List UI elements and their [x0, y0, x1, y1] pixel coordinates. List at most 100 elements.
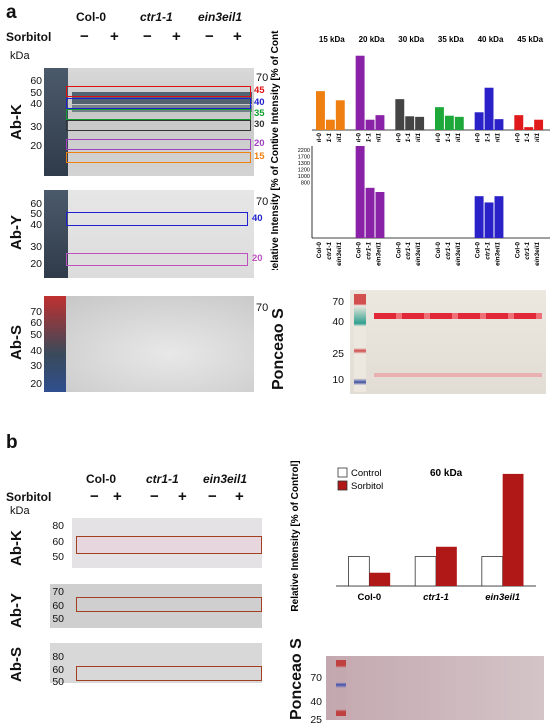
treatment-sign: −: [208, 488, 217, 505]
group-label: 35 kDa: [438, 35, 464, 44]
treatment-sign: −: [80, 28, 89, 45]
band-label-20-y: 20: [252, 253, 263, 264]
mw-marker: 60: [52, 536, 64, 548]
legend-swatch: [337, 467, 348, 478]
y-axis-label: Relative Intensity [% of Control]: [290, 460, 301, 611]
treatment-sign: +: [178, 488, 187, 505]
ab-k-label-b: Ab-K: [8, 530, 25, 566]
category-label: ctr1-1: [445, 133, 452, 142]
category-label: ein3eil1: [494, 242, 501, 266]
band-label: 30: [254, 119, 265, 130]
mw-marker: 20: [30, 258, 42, 270]
ladder-lane: [44, 68, 68, 176]
y-tick-label: 1300: [298, 161, 310, 167]
band-box: [66, 109, 251, 120]
chart-60kda: Relative Intensity [% of Control] 60 kDa C…: [290, 460, 536, 612]
bar: [414, 556, 437, 587]
category-label: Col-0: [514, 242, 521, 259]
treatment-sign: +: [110, 28, 119, 45]
mw-marker: 60: [30, 198, 42, 210]
legend-label: Sorbitol: [351, 481, 383, 492]
mw-marker: 30: [30, 121, 42, 133]
band-label: 15: [254, 151, 265, 162]
mw-marker: 30: [30, 360, 42, 372]
mw-marker: 80: [52, 651, 64, 663]
category-label: ctr1-1: [405, 242, 412, 260]
group-label: 15 kDa: [319, 35, 345, 44]
category-label: ctr1-1: [445, 242, 452, 260]
group-label: 30 kDa: [398, 35, 424, 44]
bar: [502, 473, 524, 586]
bar: [481, 556, 504, 587]
band-label-40-y: 40: [252, 213, 263, 224]
bar: [494, 196, 504, 238]
chart-bands-high: Relative Intensity [% of Control] 2200170…: [270, 140, 550, 270]
band-box-60-k: [76, 536, 262, 554]
bar: [365, 187, 375, 238]
bar: [514, 115, 524, 130]
category-label: ein3eil1: [455, 133, 462, 142]
band-label: 35: [254, 108, 265, 119]
ponceau-stain-b: [326, 656, 544, 720]
treatment-sign: +: [233, 28, 242, 45]
mw-marker: 50: [52, 613, 64, 625]
treatment-sign: −: [205, 28, 214, 45]
bar: [454, 116, 464, 130]
category-label: ctr1-1: [366, 242, 373, 260]
category-label: Col-0: [395, 242, 402, 259]
rubisco-band: [374, 313, 542, 319]
category-label: Col-0: [514, 133, 521, 142]
mw-marker: 50: [30, 87, 42, 99]
mw-marker: 25: [332, 348, 344, 360]
mw-marker: 30: [30, 241, 42, 253]
bar: [484, 202, 494, 238]
band-box: [66, 86, 251, 97]
group-label: 40 kDa: [478, 35, 504, 44]
category-label: ctr1-1: [326, 242, 333, 260]
ladder-lane: [44, 190, 68, 278]
mw-marker: 50: [52, 676, 64, 688]
bar: [444, 115, 454, 130]
category-label: ctr1-1: [485, 242, 492, 260]
bar: [405, 116, 415, 130]
ab-s-blot-b: [50, 643, 262, 683]
bar: [375, 192, 385, 238]
category-label: Col-0: [475, 133, 482, 142]
band-label: 45: [254, 85, 265, 96]
mw-marker: 40: [30, 219, 42, 231]
category-label: Col-0: [475, 242, 482, 259]
mw-marker: 10: [332, 374, 344, 386]
mw-marker: 60: [30, 75, 42, 87]
y-axis-label: Relative Intensity [% of Control]: [270, 140, 281, 270]
sample-col0-a: Col-0: [76, 10, 106, 24]
mw-marker: 25: [310, 714, 322, 726]
bar: [436, 546, 457, 586]
mw-marker: 50: [30, 208, 42, 220]
group-label: 45 kDa: [517, 35, 543, 44]
y-tick-label: 2200: [298, 148, 310, 154]
bar: [348, 556, 370, 587]
bar: [355, 146, 365, 238]
ab-y-blot-b: [50, 584, 262, 628]
bar: [365, 119, 375, 130]
band-label: 20: [254, 138, 265, 149]
bar: [325, 119, 335, 130]
category-label: ctr1-1: [485, 133, 492, 142]
bar: [484, 87, 494, 130]
category-label: Col-0: [435, 242, 442, 259]
treatment-sign: −: [90, 488, 99, 505]
band-box-60-y: [76, 597, 262, 612]
treatment-sign: +: [235, 488, 244, 505]
mw-marker: 80: [52, 520, 64, 532]
sample-ctr1-b: ctr1-1: [146, 472, 179, 486]
bar: [335, 100, 345, 130]
panel-b-letter: b: [6, 432, 18, 453]
mw-marker: 70: [30, 306, 42, 318]
category-label: ein3eil1: [534, 133, 541, 142]
kda-label-b: kDa: [10, 505, 30, 517]
bar: [494, 119, 504, 130]
bar: [474, 196, 484, 238]
band-label: 40: [254, 97, 265, 108]
category-label: ctr1-1: [366, 133, 373, 142]
mw-marker: 70: [332, 296, 344, 308]
